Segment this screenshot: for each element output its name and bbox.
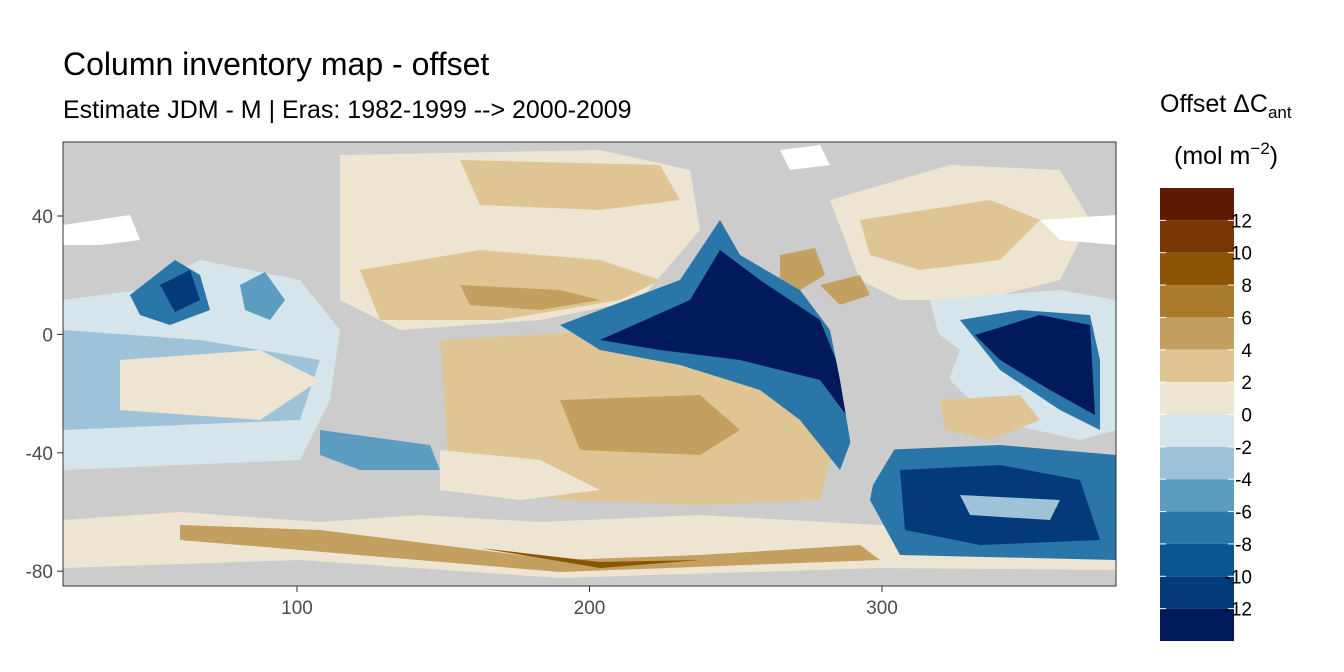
legend-bin [1160,252,1234,286]
legend-unit-open: (mol m [1174,142,1250,170]
ocean-region-bengal [240,272,285,320]
ocean-region-north-atlantic-tan [860,200,1040,270]
legend-tick-label: 2 [1241,373,1252,394]
legend-tick-label: 0 [1241,406,1252,427]
legend-tick-label: -2 [1235,438,1252,459]
legend-title-sub: ant [1268,103,1292,122]
ocean-region-antarctic-dark [480,548,700,568]
legend-bin [1160,576,1234,609]
legend-colorbar [1160,188,1234,641]
land-australia [335,375,445,440]
chart-title: Column inventory map - offset [63,46,489,82]
legend-tick-label: -12 [1225,600,1252,621]
legend-unit: (mol m−2) [1174,139,1278,170]
y-tick-label: 40 [32,207,53,228]
legend-tick-label: -10 [1225,567,1252,588]
legend-bin [1160,317,1234,350]
ocean-region-north-pacific-brown [460,285,600,310]
legend-tick-label: 4 [1241,341,1252,362]
legend-tick-label: 12 [1231,211,1252,232]
legend-tick-label: -4 [1235,470,1252,491]
legend-unit-sup: −2 [1250,139,1269,158]
no-data-arctic-east [1040,215,1116,245]
legend-bin [1160,382,1234,415]
ocean-region-arabian-dark [160,270,200,312]
x-tick-label: 100 [281,598,313,619]
legend-tick-label: 10 [1231,244,1252,265]
legend-bin [1160,543,1234,577]
y-tick-label: 0 [42,325,53,346]
legend-bin [1160,220,1234,253]
ocean-region-south-atlantic-tan [940,395,1040,440]
legend-bin [1160,479,1234,512]
ocean-region-west-africa-dark [975,315,1095,415]
no-data-arctic-west [63,215,140,245]
x-axis: 100 200 300 [281,586,898,619]
x-tick-label: 200 [574,598,606,619]
legend-bin [1160,608,1234,641]
legend-title-main: Offset ΔC [1160,90,1268,118]
ocean-region-south-pacific-brown [560,395,740,455]
y-tick-label: -80 [26,562,53,583]
ocean-region-north-pacific-upper [460,160,680,210]
x-tick-label: 300 [866,598,898,619]
no-data-arctic-north [780,145,830,170]
legend-bin [1160,285,1234,318]
legend-bin [1160,349,1234,383]
ocean-region-southern-atlantic-light [960,495,1060,520]
ocean-region-indian-lighter [120,350,320,420]
map-panel: 100 200 300 400-40-80 [26,141,1117,619]
y-tick-label: -40 [26,444,53,465]
legend-bin [1160,511,1234,544]
ocean-region-south-aus [320,430,440,470]
legend-title: Offset ΔCant [1160,90,1292,122]
chart-subtitle: Estimate JDM - M | Eras: 1982-1999 --> 2… [63,96,632,124]
legend-unit-close: ) [1270,142,1278,170]
y-axis: 40 0 -40 -80 [26,207,63,583]
ocean-region-east-pacific-dark [600,250,850,420]
ocean-field [63,145,1116,586]
ocean-region-south-pacific-light [440,450,600,500]
ocean-region-antarctic-brown [180,525,880,572]
land-south-america [820,300,960,500]
legend-tick-label: -6 [1235,503,1252,524]
land-antarctica [63,560,1116,586]
legend-bin [1160,446,1234,480]
legend-bin [1160,414,1234,447]
legend-tick-label: 6 [1241,308,1252,329]
legend-tick-label: 8 [1241,276,1252,297]
ocean-region-gulf [780,248,825,290]
legend-tick-label: -8 [1235,535,1252,556]
legend-bin [1160,188,1234,221]
legend: Offset ΔCant (mol m−2) 12 10 8 6 4 2 0 -2 -4 -6 -8… [1160,90,1292,641]
legend-tick-labels: 12 10 8 6 4 2 0 -2 -4 -6 -8 -10 -12 [1160,211,1252,621]
ocean-region-caribbean [820,275,870,305]
